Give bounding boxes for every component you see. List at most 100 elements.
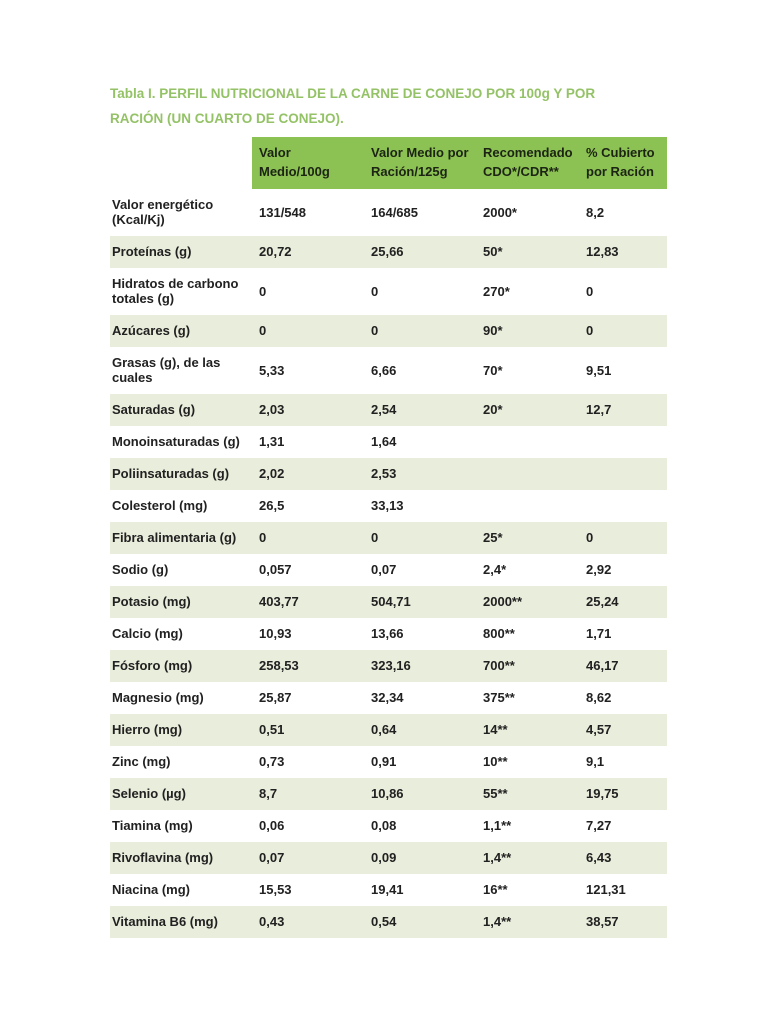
cell-value: 0 [252, 315, 364, 347]
cell-value: 5,33 [259, 362, 285, 378]
row-label: Niacina (mg) [112, 882, 191, 897]
cell-value: 258,53 [252, 650, 364, 682]
cell-value: 0 [364, 315, 476, 347]
cell-value: 0,07 [371, 562, 397, 577]
table-row: Vitamina B6 (mg) 0,43 0,54 1,4** 38,57 [110, 906, 667, 938]
table-row: Hierro (mg) 0,51 0,64 14** 4,57 [110, 714, 667, 746]
cell-value: 2,54 [364, 394, 476, 426]
table-row: Tiamina (mg) 0,06 0,08 1,1** 7,27 [110, 810, 667, 842]
row-label: Fibra alimentaria (g) [110, 522, 252, 554]
cell-value: 2,03 [252, 394, 364, 426]
row-label: Vitamina B6 (mg) [110, 906, 252, 938]
cell-value [579, 426, 667, 458]
row-label: Saturadas (g) [110, 394, 252, 426]
cell-value: 121,31 [586, 882, 626, 897]
cell-value: 0,06 [259, 818, 285, 833]
header-row: Valor Medio/100g Valor Medio por Ración/1… [110, 137, 667, 189]
cell-value: 16** [483, 882, 508, 897]
cell-value: 1,64 [371, 434, 397, 449]
cell-value: 0,08 [371, 818, 397, 833]
row-label: Rivoflavina (mg) [110, 842, 252, 874]
row-label: Colesterol (mg) [112, 498, 208, 513]
cell-value: 1,31 [259, 434, 285, 449]
cell-value: 25,66 [364, 236, 476, 268]
row-label: Poliinsaturadas (g) [110, 458, 252, 490]
cell-value: 0,91 [371, 754, 397, 769]
cell-value [476, 490, 579, 522]
row-label: Fósforo (mg) [110, 650, 252, 682]
cell-value: 403,77 [252, 586, 364, 618]
cell-value: 55** [476, 778, 579, 810]
cell-value: 6,66 [371, 362, 397, 378]
cell-value: 323,16 [364, 650, 476, 682]
table-row: Fósforo (mg) 258,53 323,16 700** 46,17 [110, 650, 667, 682]
cell-value: 0,64 [364, 714, 476, 746]
row-label: Monoinsaturadas (g) [112, 434, 240, 449]
column-header: Recomendado CDO*/CDR** [476, 137, 579, 189]
cell-value: 25,87 [259, 690, 292, 705]
cell-value: 0 [252, 522, 364, 554]
cell-value: 25* [476, 522, 579, 554]
cell-value: 19,41 [371, 882, 404, 897]
cell-value: 0,73 [259, 754, 285, 769]
cell-value: 12,7 [579, 394, 667, 426]
cell-value: 164/685 [371, 204, 418, 220]
cell-value: 0 [586, 283, 594, 299]
table-row: Saturadas (g) 2,03 2,54 20* 12,7 [110, 394, 667, 426]
table-row: Monoinsaturadas (g) 1,31 1,64 [110, 426, 667, 458]
table-row: Zinc (mg) 0,73 0,91 10** 9,1 [110, 746, 667, 778]
row-label: Valor energético (Kcal/Kj) [112, 197, 214, 227]
table-row: Colesterol (mg) 26,5 33,13 [110, 490, 667, 522]
cell-value: 0 [259, 283, 267, 299]
cell-value: 0,54 [364, 906, 476, 938]
cell-value: 2,92 [586, 562, 612, 577]
cell-value: 15,53 [259, 882, 292, 897]
table-row: Rivoflavina (mg) 0,07 0,09 1,4** 6,43 [110, 842, 667, 874]
row-label: Sodio (g) [112, 562, 169, 577]
cell-value: 375** [483, 690, 515, 705]
row-label: Potasio (mg) [110, 586, 252, 618]
cell-value: 2,02 [252, 458, 364, 490]
table-row: Fibra alimentaria (g) 0 0 25* 0 [110, 522, 667, 554]
cell-value: 90* [476, 315, 579, 347]
cell-value: 8,62 [586, 690, 612, 705]
row-label: Azúcares (g) [110, 315, 252, 347]
cell-value: 20* [476, 394, 579, 426]
row-label: Grasas (g), de las cuales [112, 355, 221, 385]
cell-value: 0 [579, 315, 667, 347]
cell-value: 2000* [483, 204, 517, 220]
cell-value: 131/548 [259, 204, 306, 220]
header-blank-cell [110, 137, 252, 189]
cell-value: 19,75 [579, 778, 667, 810]
cell-value: 4,57 [579, 714, 667, 746]
cell-value [579, 458, 667, 490]
cell-value: 0,43 [252, 906, 364, 938]
cell-value: 2,53 [364, 458, 476, 490]
cell-value: 12,83 [579, 236, 667, 268]
cell-value: 50* [476, 236, 579, 268]
row-label: Magnesio (mg) [112, 690, 204, 705]
cell-value: 38,57 [579, 906, 667, 938]
cell-value: 1,4** [476, 842, 579, 874]
cell-value: 10** [483, 754, 508, 769]
cell-value: 0,09 [364, 842, 476, 874]
row-label: Hierro (mg) [110, 714, 252, 746]
nutrition-table: Valor Medio/100g Valor Medio por Ración/1… [110, 137, 667, 938]
cell-value: 1,1** [483, 818, 512, 833]
cell-value [476, 458, 579, 490]
cell-value: 0 [579, 522, 667, 554]
cell-value: 33,13 [371, 498, 404, 513]
table-row: Hidratos de carbono totales (g) 0 0 270* 0 [110, 268, 667, 315]
cell-value: 20,72 [252, 236, 364, 268]
row-label: Selenio (µg) [110, 778, 252, 810]
table-caption: Tabla I. PERFIL NUTRICIONAL DE LA CARNE … [110, 86, 596, 126]
table-row: Valor energético (Kcal/Kj) 131/548 164/685… [110, 189, 667, 236]
cell-value: 9,1 [586, 754, 605, 769]
row-label: Hidratos de carbono totales (g) [112, 276, 239, 306]
row-label: Proteínas (g) [110, 236, 252, 268]
table-row: Magnesio (mg) 25,87 32,34 375** 8,62 [110, 682, 667, 714]
cell-value: 8,7 [252, 778, 364, 810]
table-body: Valor energético (Kcal/Kj) 131/548 164/685… [110, 189, 667, 938]
cell-value: 0,057 [259, 562, 292, 577]
